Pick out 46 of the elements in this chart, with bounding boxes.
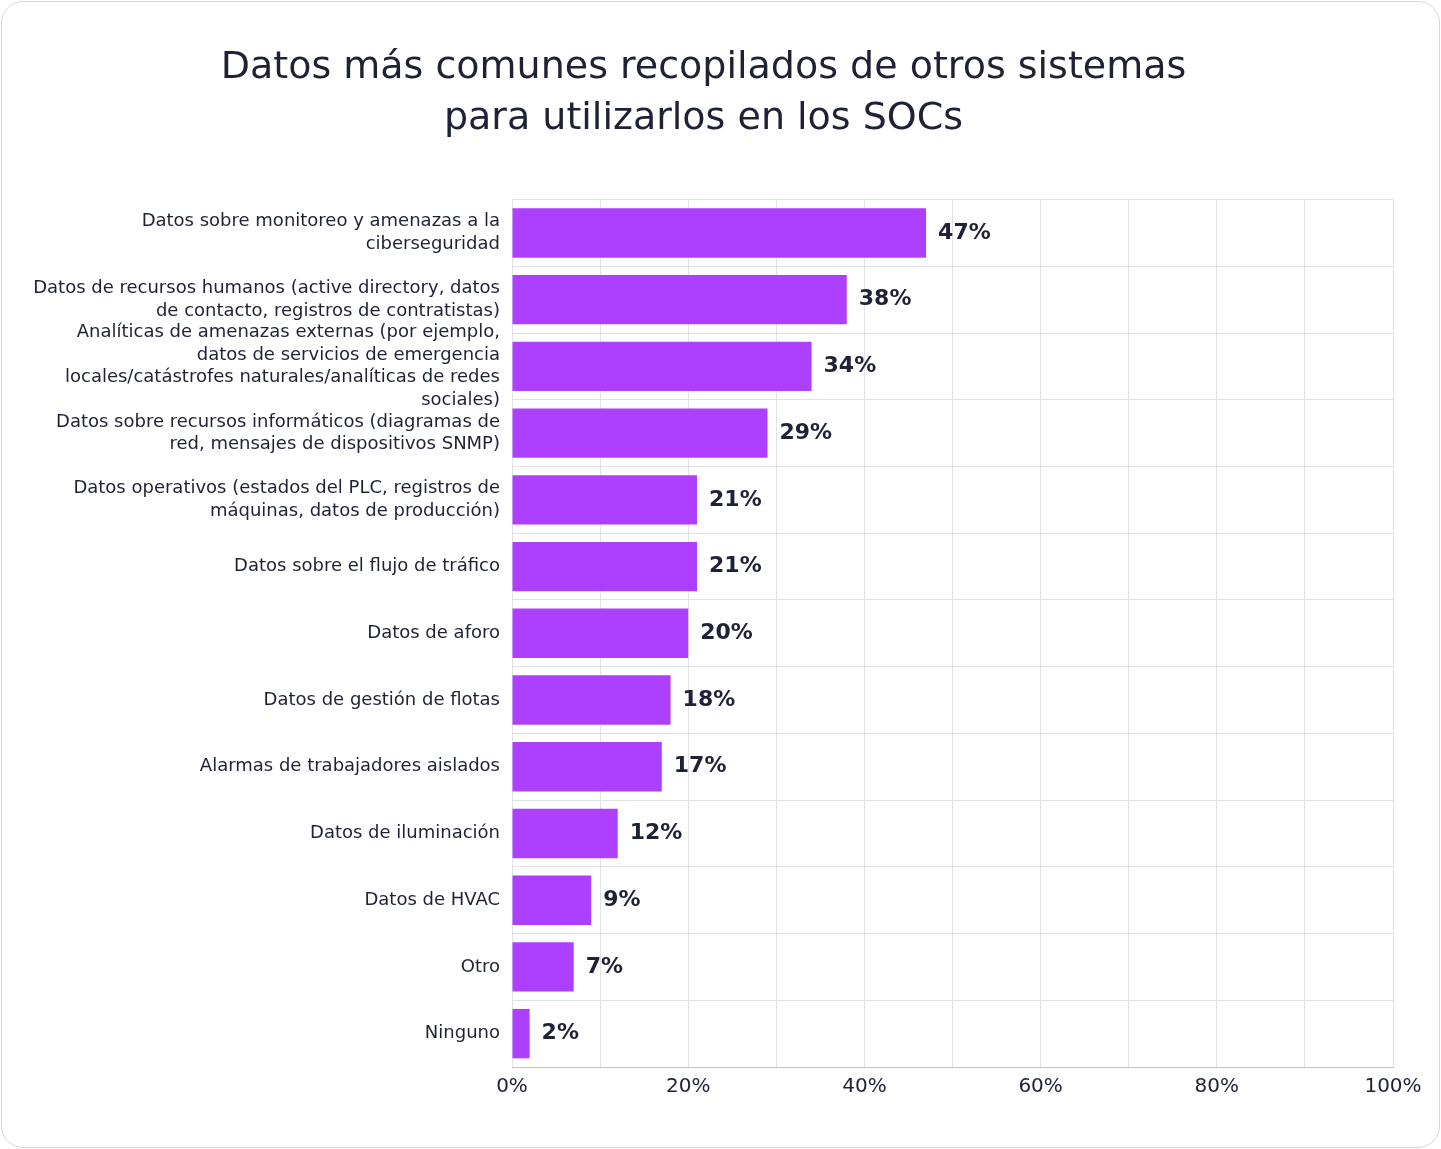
bar — [512, 541, 698, 592]
bar — [512, 408, 768, 458]
bar — [512, 275, 847, 325]
x-tick-label: 60% — [1018, 1073, 1063, 1098]
data-label: 47% — [938, 218, 991, 244]
bar — [512, 808, 618, 859]
y-tick-label: Datos sobre el flujo de tráfico — [234, 554, 500, 576]
y-tick-label: Datos sobre monitoreo y amenazas a la ciberseguridad — [141, 209, 500, 253]
y-tick-label: Ninguno — [424, 1021, 500, 1043]
y-tick-label: Datos de HVAC — [364, 887, 500, 909]
bar — [512, 675, 671, 725]
data-label: 17% — [673, 752, 727, 778]
y-tick-label: Datos de iluminación — [310, 821, 500, 843]
bar — [512, 608, 689, 658]
data-label: 7% — [585, 952, 624, 978]
chart-title: Datos más comunes recopilados de otros sistemas para utilizarlos en los SOCs — [220, 42, 1187, 138]
bar — [512, 875, 592, 925]
y-tick-label: Datos sobre recursos informáticos (diagramas de red, mensajes de dispositivos SNMP) — [56, 409, 500, 454]
data-label: 20% — [700, 619, 753, 645]
data-label: 9% — [603, 885, 641, 911]
y-tick-label: Datos de aforo — [367, 620, 500, 642]
data-label: 18% — [682, 685, 736, 711]
data-label: 38% — [858, 285, 912, 311]
data-label: 12% — [629, 819, 683, 845]
bar — [512, 341, 812, 392]
data-label: 21% — [709, 485, 762, 511]
bar — [512, 942, 574, 992]
x-tick-label: 100% — [1364, 1073, 1422, 1098]
data-label: 21% — [709, 552, 762, 578]
data-label: 29% — [779, 418, 833, 444]
x-tick-label: 40% — [842, 1073, 887, 1098]
bar — [512, 1008, 530, 1059]
x-tick-label: 80% — [1194, 1073, 1240, 1098]
data-label: 34% — [823, 352, 877, 378]
y-tick-label: Alarmas de trabajadores aislados — [199, 754, 500, 776]
y-tick-label: Analíticas de amenazas externas (por ejemplo, datos de servicios de emergencia locales/catástrofes naturales/analíticas de redes sociales) — [64, 320, 500, 409]
y-tick-label: Datos de gestión de flotas — [263, 687, 500, 709]
bar — [512, 475, 698, 525]
bar — [512, 742, 662, 792]
x-tick-label: 20% — [665, 1073, 711, 1098]
x-tick-label: 0% — [496, 1073, 528, 1098]
y-tick-label: Datos operativos (estados del PLC, registros de máquinas, datos de producción) — [73, 476, 500, 520]
y-tick-label: Datos de recursos humanos (active directory, datos de contacto, registros de contratistas) — [33, 276, 500, 320]
bar — [512, 208, 927, 258]
data-label: 2% — [541, 1019, 579, 1045]
y-tick-label: Otro — [460, 954, 500, 976]
